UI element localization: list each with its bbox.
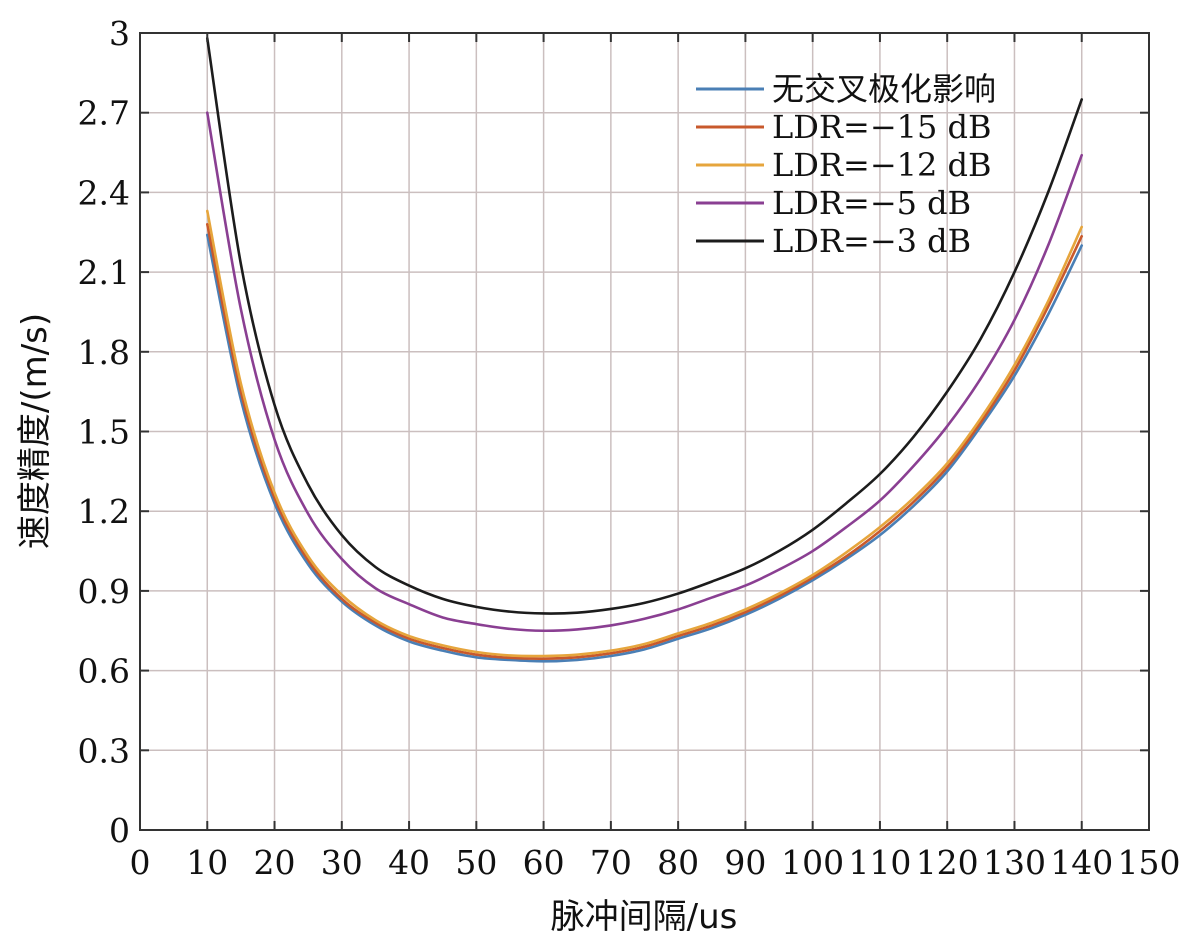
x-tick-label: 110 — [848, 843, 911, 882]
y-tick-label: 3 — [109, 14, 130, 53]
y-tick-label: 2.4 — [78, 173, 130, 212]
x-axis-title: 脉冲间隔/us — [551, 897, 738, 937]
y-tick-label: 0.3 — [78, 731, 130, 770]
x-tick-label: 40 — [388, 843, 430, 882]
series-line-3 — [205, 209, 1084, 658]
y-tick-labels: 0 0.3 0.6 0.9 1.2 1.5 1.8 2.1 2.4 2.7 3 — [78, 14, 130, 850]
y-tick-label: 2.7 — [78, 94, 130, 133]
x-tick-label: 50 — [455, 843, 497, 882]
x-tick-label: 20 — [254, 843, 296, 882]
y-tick-label: 2.1 — [78, 253, 130, 292]
x-tick-label: 80 — [657, 843, 699, 882]
y-tick-label: 1.8 — [78, 333, 130, 372]
series-line-5 — [205, 37, 1084, 615]
legend-label-2: LDR=−15 dB — [772, 108, 992, 146]
x-tick-label: 130 — [983, 843, 1046, 882]
y-tick-label: 0.9 — [78, 572, 130, 611]
grid — [140, 33, 1149, 830]
legend-label-4: LDR=−5 dB — [772, 184, 971, 222]
x-tick-label: 120 — [916, 843, 979, 882]
legend-label-3: LDR=−12 dB — [772, 146, 992, 184]
tick-marks — [139, 32, 1150, 831]
y-tick-label: 0 — [109, 811, 130, 850]
x-tick-label: 70 — [590, 843, 632, 882]
y-tick-label: 1.2 — [78, 492, 130, 531]
x-tick-label: 0 — [130, 843, 151, 882]
x-tick-label: 90 — [724, 843, 766, 882]
legend-label-1: 无交叉极化影响 — [772, 70, 996, 108]
legend-label-5: LDR=−3 dB — [772, 222, 971, 260]
x-tick-label: 30 — [321, 843, 363, 882]
y-tick-label: 1.5 — [78, 413, 130, 452]
x-tick-label: 100 — [781, 843, 844, 882]
series-lines — [205, 37, 1084, 663]
y-tick-label: 0.6 — [78, 652, 130, 691]
series-line-1 — [205, 233, 1084, 663]
x-tick-label: 10 — [186, 843, 228, 882]
x-tick-label: 60 — [523, 843, 565, 882]
y-axis-title: 速度精度/(m/s) — [15, 313, 55, 549]
series-line-4 — [205, 111, 1084, 633]
x-tick-label: 140 — [1050, 843, 1113, 882]
x-tick-label: 150 — [1118, 843, 1181, 882]
x-tick-labels: 0 10 20 30 40 50 60 70 80 90 100 110 120 130 140 150 — [130, 843, 1181, 882]
series-line-2 — [205, 222, 1084, 660]
